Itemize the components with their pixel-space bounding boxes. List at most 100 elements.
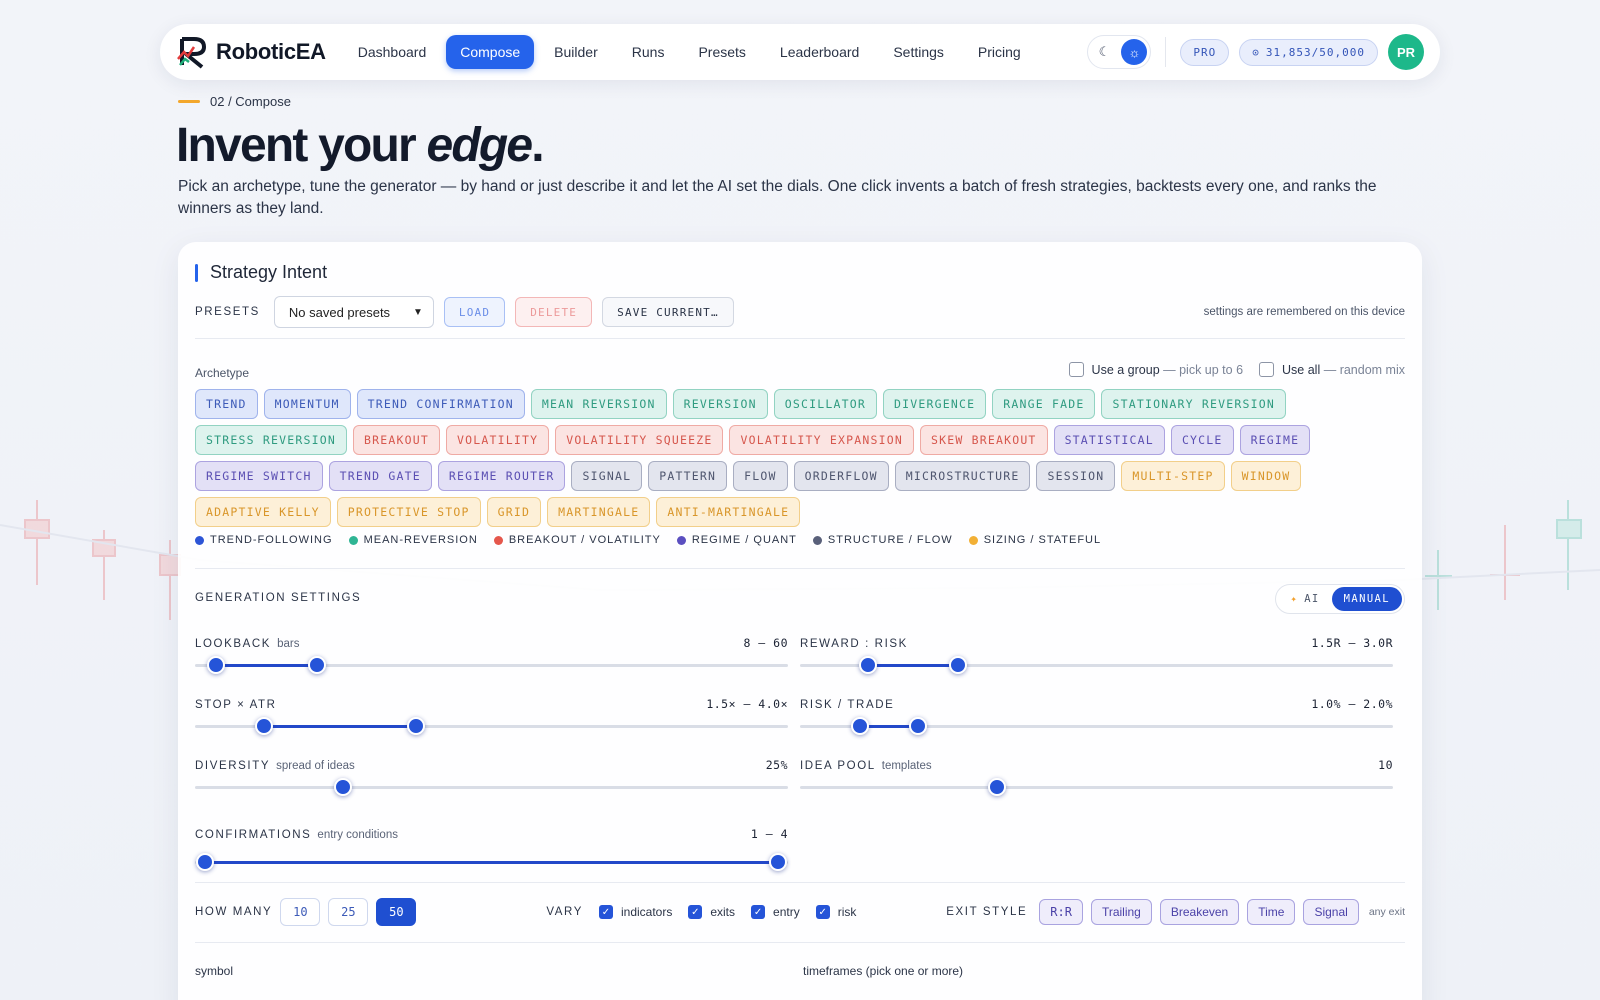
slider-track[interactable] xyxy=(195,778,788,796)
moon-icon[interactable]: ☾ xyxy=(1098,44,1111,59)
nav-link-dashboard[interactable]: Dashboard xyxy=(357,44,427,60)
archetype-chip[interactable]: STATISTICAL xyxy=(1053,425,1165,455)
presets-select[interactable]: No saved presets ▼ xyxy=(273,296,434,328)
slider-handle-max[interactable] xyxy=(406,717,425,735)
mode-toggle[interactable]: ✦ AI MANUAL xyxy=(1275,584,1405,614)
archetype-chip[interactable]: FLOW xyxy=(733,461,788,491)
slider-handle[interactable] xyxy=(334,778,353,796)
slider-handle-min[interactable] xyxy=(196,853,215,871)
archetype-chip[interactable]: STRESS REVERSION xyxy=(195,425,347,455)
archetype-chip[interactable]: SESSION xyxy=(1036,461,1116,491)
page-subtitle: Pick an archetype, tune the generator — … xyxy=(178,178,1377,217)
slider-handle-max[interactable] xyxy=(948,656,967,674)
archetype-chip[interactable]: TREND GATE xyxy=(328,461,432,491)
archetype-chip[interactable]: TREND xyxy=(195,389,258,419)
mode-manual-button[interactable]: MANUAL xyxy=(1331,587,1402,611)
vary-risk-checkbox[interactable]: ✓ xyxy=(815,905,830,919)
legend-label: BREAKOUT / VOLATILITY xyxy=(508,534,661,546)
nav-link-settings[interactable]: Settings xyxy=(893,44,944,60)
slider-track[interactable] xyxy=(195,717,788,735)
slider-handle[interactable] xyxy=(987,778,1006,796)
slider-track[interactable] xyxy=(195,656,788,674)
vary-entry-checkbox[interactable]: ✓ xyxy=(751,905,766,919)
brand-logo[interactable]: RoboticEA xyxy=(176,35,326,69)
archetype-chip[interactable]: MEAN REVERSION xyxy=(530,389,667,419)
archetype-chip[interactable]: RANGE FADE xyxy=(992,389,1096,419)
archetype-chip[interactable]: VOLATILITY xyxy=(445,425,550,455)
archetype-chip[interactable]: SKEW BREAKOUT xyxy=(919,425,1048,455)
archetype-chip[interactable]: DIVERGENCE xyxy=(882,389,987,419)
slider-track[interactable] xyxy=(800,656,1393,674)
archetype-chip[interactable]: CYCLE xyxy=(1170,425,1234,455)
exit-style-signal-button[interactable]: Signal xyxy=(1303,899,1359,925)
use-group-option[interactable]: Use a group — pick up to 6 xyxy=(1068,362,1243,377)
nav-link-compose[interactable]: Compose xyxy=(446,35,535,69)
archetype-chip[interactable]: REVERSION xyxy=(672,389,768,419)
archetype-chip[interactable]: VOLATILITY SQUEEZE xyxy=(555,425,724,455)
slider-track[interactable] xyxy=(195,853,788,871)
archetype-chip[interactable]: OSCILLATOR xyxy=(773,389,877,419)
slider-track[interactable] xyxy=(800,717,1393,735)
exit-style-rr-button[interactable]: R:R xyxy=(1039,899,1083,925)
archetype-chip[interactable]: MICROSTRUCTURE xyxy=(894,461,1031,491)
delete-preset-button[interactable]: DELETE xyxy=(515,297,593,327)
archetype-chip[interactable]: REGIME xyxy=(1239,425,1311,455)
slider-track[interactable] xyxy=(800,778,1393,796)
legend-dot xyxy=(493,535,503,545)
archetype-chip[interactable]: PROTECTIVE STOP xyxy=(336,497,481,527)
archetype-chip[interactable]: REGIME SWITCH xyxy=(195,461,323,491)
save-preset-button[interactable]: SAVE CURRENT… xyxy=(602,297,734,327)
exit-style-breakeven-button[interactable]: Breakeven xyxy=(1159,899,1240,925)
slider-handle-max[interactable] xyxy=(768,853,787,871)
how-many-10-button[interactable]: 10 xyxy=(280,898,321,926)
vary-exits-checkbox[interactable]: ✓ xyxy=(688,905,703,919)
nav-link-leaderboard[interactable]: Leaderboard xyxy=(779,44,860,60)
archetype-chip[interactable]: BREAKOUT xyxy=(352,425,440,455)
exit-style-note: any exit xyxy=(1368,906,1405,918)
archetype-chip[interactable]: VOLATILITY EXPANSION xyxy=(729,425,914,455)
exit-style-trailing-button[interactable]: Trailing xyxy=(1090,899,1152,925)
slider-handle-min[interactable] xyxy=(206,656,225,674)
archetype-chip[interactable]: MARTINGALE xyxy=(547,497,651,527)
slider-handle-max[interactable] xyxy=(909,717,927,735)
slider-handle-min[interactable] xyxy=(255,717,274,735)
vary-indicators-checkbox[interactable]: ✓ xyxy=(598,905,613,919)
divider xyxy=(195,942,1405,943)
slider-name: LOOKBACK xyxy=(195,638,272,650)
load-preset-button[interactable]: LOAD xyxy=(443,297,506,327)
slider-handle-max[interactable] xyxy=(307,656,326,674)
legend-dot xyxy=(968,535,978,545)
archetype-chip[interactable]: TREND CONFIRMATION xyxy=(356,389,525,419)
slider-idea-pool: IDEA POOL templates 10 xyxy=(800,756,1393,816)
archetype-chip[interactable]: PATTERN xyxy=(648,461,728,491)
sun-icon[interactable]: ☼ xyxy=(1121,39,1148,65)
use-all-option[interactable]: Use all — random mix xyxy=(1259,362,1405,377)
nav-link-runs[interactable]: Runs xyxy=(631,44,665,60)
use-all-checkbox[interactable] xyxy=(1259,362,1275,377)
mode-ai-button[interactable]: ✦ AI xyxy=(1278,587,1331,611)
use-group-checkbox[interactable] xyxy=(1068,362,1084,377)
archetype-chip[interactable]: SIGNAL xyxy=(571,461,643,491)
nav-link-pricing[interactable]: Pricing xyxy=(977,44,1021,60)
slider-handle-min[interactable] xyxy=(851,717,870,735)
archetype-chip[interactable]: REGIME ROUTER xyxy=(437,461,566,491)
slider-header: LOOKBACK bars 8 – 60 xyxy=(195,634,788,652)
how-many-25-button[interactable]: 25 xyxy=(328,898,369,926)
archetype-chip[interactable]: WINDOW xyxy=(1230,461,1302,491)
exit-style-time-button[interactable]: Time xyxy=(1247,899,1296,925)
archetype-chip[interactable]: MULTI-STEP xyxy=(1121,461,1225,491)
archetype-chip[interactable]: GRID xyxy=(486,497,542,527)
archetype-chip[interactable]: STATIONARY REVERSION xyxy=(1101,389,1286,419)
archetype-chip[interactable]: ANTI-MARTINGALE xyxy=(656,497,801,527)
plan-badge: PRO xyxy=(1180,38,1230,66)
archetype-chip[interactable]: ADAPTIVE KELLY xyxy=(195,497,331,527)
theme-toggle[interactable]: ☾ ☼ xyxy=(1087,35,1152,69)
nav-link-builder[interactable]: Builder xyxy=(554,44,598,60)
slider-unit: bars xyxy=(277,638,300,650)
archetype-chip[interactable]: MOMENTUM xyxy=(263,389,351,419)
slider-handle-min[interactable] xyxy=(859,656,878,674)
user-avatar[interactable]: PR xyxy=(1388,34,1424,70)
nav-link-presets[interactable]: Presets xyxy=(698,44,746,60)
how-many-50-button[interactable]: 50 xyxy=(376,898,417,926)
archetype-chip[interactable]: ORDERFLOW xyxy=(793,461,889,491)
